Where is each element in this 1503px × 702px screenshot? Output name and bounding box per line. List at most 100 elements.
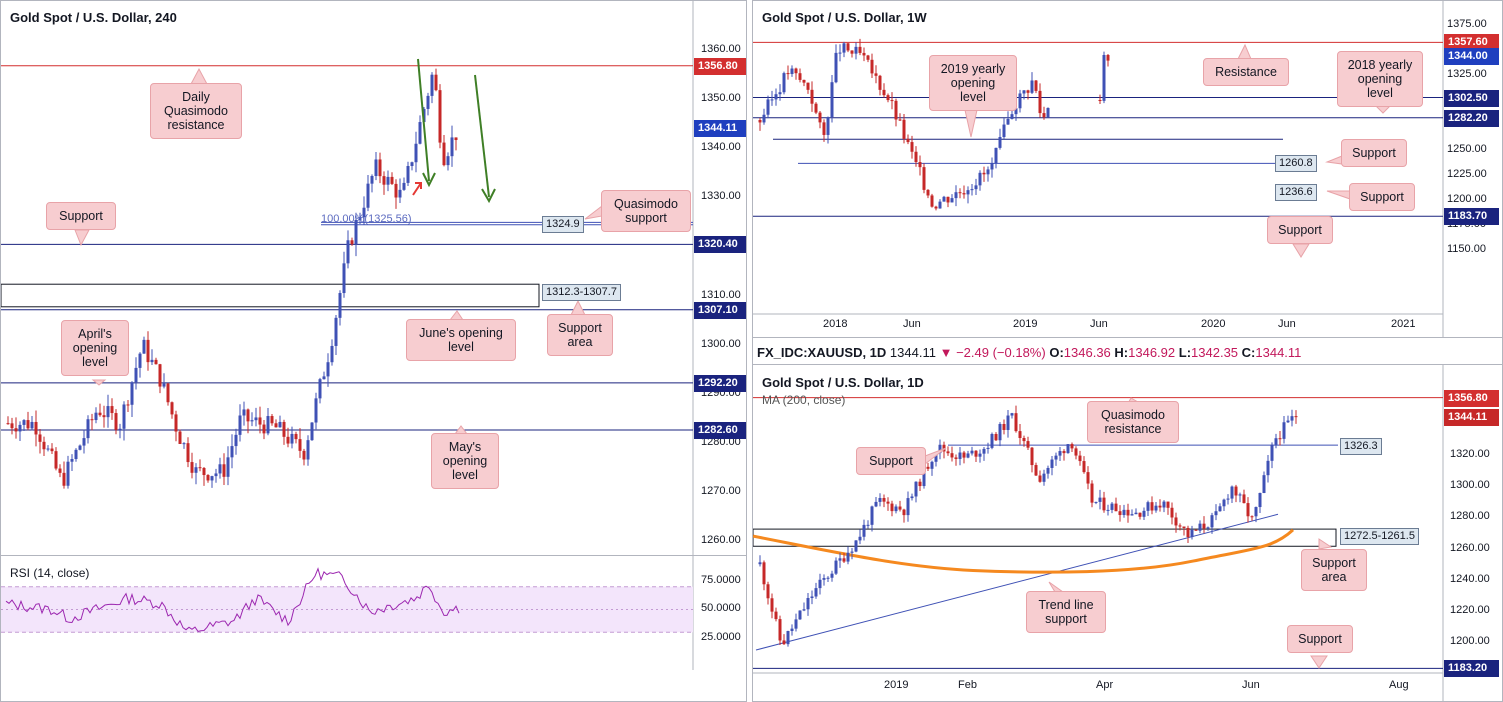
weekly-candle xyxy=(998,137,1002,148)
rsi-pane[interactable]: RSI (14, close) 75.0000 50.0000 25.0000 xyxy=(0,555,747,671)
weekly-chart-pane[interactable]: Gold Spot / U.S. Dollar, 1W 2019 yearly … xyxy=(752,0,1503,338)
daily-candle xyxy=(1210,515,1214,528)
weekly-candle xyxy=(786,73,790,75)
daily-candle xyxy=(1118,511,1122,516)
h4-candle xyxy=(114,413,118,430)
weekly-candle xyxy=(1014,108,1018,115)
daily-candle xyxy=(1050,459,1054,468)
daily-price-tag: 1344.11 xyxy=(1444,409,1499,427)
support-zone-rect xyxy=(1,283,540,308)
pointer-support-2 xyxy=(1326,190,1351,200)
daily-candle xyxy=(1222,499,1226,507)
h4-candle xyxy=(358,217,362,221)
daily-candle xyxy=(1270,444,1274,461)
daily-candle xyxy=(1198,523,1202,531)
weekly-x-tick: Jun xyxy=(903,318,921,330)
h4-candle xyxy=(334,317,338,346)
rsi-plot[interactable] xyxy=(1,556,747,671)
daily-candle xyxy=(906,498,910,516)
h4-candle xyxy=(126,404,130,406)
daily-candle xyxy=(1062,451,1066,454)
h4-y-tick: 1300.00 xyxy=(701,337,741,350)
weekly-candle xyxy=(1022,90,1026,94)
weekly-candle xyxy=(762,114,766,123)
h4-candle xyxy=(50,448,54,452)
price-change: −2.49 (−0.18%) xyxy=(956,345,1046,360)
daily-candle xyxy=(1106,509,1110,511)
daily-candle xyxy=(982,448,986,454)
weekly-price-plot[interactable] xyxy=(753,1,1503,338)
weekly-candle xyxy=(1038,90,1042,114)
h4-time-axis[interactable]: May1322Jun17Jul15 xyxy=(0,670,747,702)
h4-candle xyxy=(266,416,270,434)
daily-candle xyxy=(1006,415,1010,430)
daily-candle xyxy=(1074,448,1078,456)
h4-candle xyxy=(42,441,46,450)
daily-candle xyxy=(1290,416,1294,421)
daily-candle xyxy=(994,433,998,441)
weekly-candle xyxy=(810,89,814,104)
weekly-y-tick: 1250.00 xyxy=(1447,143,1487,155)
weekly-candle xyxy=(834,52,838,83)
h4-candle xyxy=(346,240,350,264)
weekly-y-tick: 1225.00 xyxy=(1447,168,1487,180)
h4-candle xyxy=(310,422,314,441)
daily-candle xyxy=(1258,492,1262,508)
daily-chart-title: Gold Spot / U.S. Dollar, 1D xyxy=(762,375,924,390)
callout-2019-yearly-opening: 2019 yearly opening level xyxy=(929,55,1017,111)
daily-candle xyxy=(934,453,938,462)
h4-candle xyxy=(166,383,170,403)
daily-candle xyxy=(1246,503,1250,517)
h4-price-tag: 1292.20 xyxy=(694,374,746,392)
daily-candle xyxy=(858,536,862,541)
daily-candle xyxy=(1110,503,1114,510)
h4-candle xyxy=(254,417,258,421)
daily-x-tick: Aug xyxy=(1389,679,1409,691)
daily-trend-line xyxy=(755,513,1279,651)
daily-candle xyxy=(1194,529,1198,531)
h4-price-tag: 1282.60 xyxy=(694,422,746,440)
down-arrow-icon: ▼ xyxy=(939,345,953,360)
h4-price-plot[interactable] xyxy=(1,1,747,556)
h4-candle xyxy=(122,404,126,429)
daily-y-tick: 1260.00 xyxy=(1450,541,1490,554)
daily-chart-pane[interactable]: FX_IDC:XAUUSD, 1D 1344.11 ▼ −2.49 (−0.18… xyxy=(752,337,1503,702)
weekly-candle-recent xyxy=(1098,100,1102,101)
h4-candle xyxy=(314,398,318,423)
pointer-resistance xyxy=(1237,43,1252,60)
h4-candle xyxy=(398,189,402,198)
weekly-candle xyxy=(1046,107,1050,118)
weekly-candle xyxy=(782,73,786,93)
weekly-x-tick: Jun xyxy=(1090,318,1108,330)
daily-candle xyxy=(886,501,890,504)
h4-candle xyxy=(138,353,142,368)
daily-support-zone-rect xyxy=(753,528,1337,547)
high-label: H: xyxy=(1114,345,1129,360)
h4-price-tag: 1320.40 xyxy=(694,236,746,254)
daily-price-plot[interactable] xyxy=(753,338,1503,702)
daily-candle xyxy=(1282,422,1286,439)
h4-candle xyxy=(242,409,246,416)
h4-y-tick: 1360.00 xyxy=(701,43,741,55)
weekly-y-tick: 1375.00 xyxy=(1447,18,1487,30)
h4-candle xyxy=(206,475,210,481)
daily-candle xyxy=(1166,501,1170,508)
daily-candle xyxy=(942,444,946,452)
h4-candle xyxy=(230,446,234,458)
close-label: C: xyxy=(1241,345,1256,360)
daily-candle xyxy=(918,481,922,487)
daily-candle xyxy=(1030,447,1034,466)
daily-candle xyxy=(798,610,802,620)
weekly-candle-recent xyxy=(1102,54,1106,101)
daily-candle xyxy=(974,450,978,457)
daily-candle xyxy=(1038,475,1042,482)
daily-candle xyxy=(938,444,942,454)
daily-candle xyxy=(1146,502,1150,511)
weekly-price-tag: 1302.50 xyxy=(1444,89,1499,107)
daily-candle xyxy=(946,451,950,454)
daily-candle xyxy=(1254,507,1258,517)
h4-y-tick: 1330.00 xyxy=(701,190,741,203)
close-value: 1344.11 xyxy=(1255,345,1302,360)
h4-chart-pane[interactable]: Gold Spot / U.S. Dollar, 240 Daily Quasi… xyxy=(0,0,747,556)
daily-candle xyxy=(1138,512,1142,517)
